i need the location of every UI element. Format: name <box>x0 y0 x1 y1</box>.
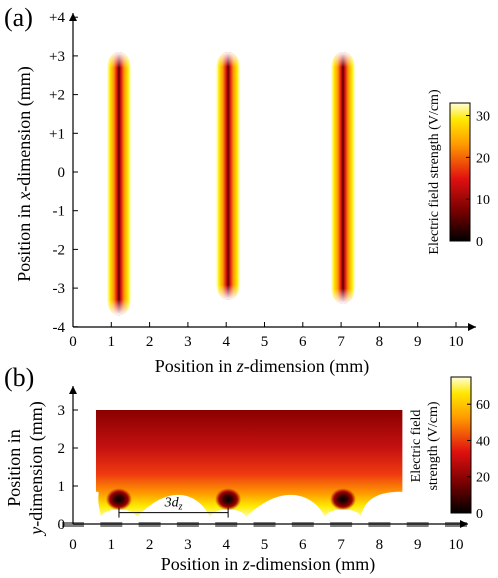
x-tick-label: 10 <box>449 334 464 350</box>
panel-a-colorbar-ticks: 0 10 20 30 <box>466 110 490 250</box>
panel-a-axes: 0 1 2 3 4 5 6 7 8 9 10 -4 -3 -2 -1 0 +1 +2 +3 +4 <box>49 10 476 350</box>
x-tick-label: 6 <box>299 334 307 350</box>
x-tick-label: 4 <box>222 334 230 350</box>
panel-b-plot-area: 3dz <box>62 410 467 527</box>
panel-b-axes: 0 1 2 3 4 5 6 7 8 9 10 0 1 2 3 <box>58 386 468 553</box>
dimension-label: 3dz <box>164 496 183 513</box>
y-tick-label: -1 <box>53 204 66 220</box>
x-axis-arrow <box>460 520 468 528</box>
colorbar-tick-label: 0 <box>476 507 483 522</box>
y-tick-label: +2 <box>49 88 65 104</box>
y-tick-label: 3 <box>58 403 66 419</box>
panel-b-colorbar-label-line2: strength (V/cm) <box>426 401 441 490</box>
x-axis-arrow <box>468 323 476 331</box>
x-tick-label: 7 <box>337 537 345 553</box>
x-tick-label: 0 <box>69 334 77 350</box>
x-tick-label: 8 <box>376 334 384 350</box>
y-tick-label: +3 <box>49 49 65 65</box>
panel-b-y-axis-label-line2: y-dimension (mm) <box>26 401 47 536</box>
y-tick-label: -3 <box>53 281 66 297</box>
hotspot-stripe-2 <box>216 52 241 300</box>
hotspot-1 <box>105 488 132 511</box>
panel-a-colorbar-label: Electric field strength (V/cm) <box>427 89 442 255</box>
panel-b-colorbar-label-line1: Electric field <box>409 410 424 483</box>
y-tick-label: +4 <box>49 10 65 26</box>
y-axis-arrow <box>69 386 77 394</box>
panel-a-label: (a) <box>4 3 33 32</box>
x-tick-label: 2 <box>146 537 154 553</box>
hotspot-stripe-fade <box>331 52 356 304</box>
y-tick-label: -2 <box>53 242 66 258</box>
hotspot-3 <box>330 488 357 511</box>
panel-a: (a) 0 1 2 3 4 5 6 7 8 9 10 -4 -3 -2 -1 0 +1 +2 +3 +4 Positi… <box>4 3 490 377</box>
colorbar-tick-label: 0 <box>476 235 483 250</box>
panel-b-colorbar-ticks: 0 20 40 60 <box>467 398 490 522</box>
hotspot-stripe-fade <box>216 52 241 300</box>
colorbar-tick-label: 30 <box>476 110 490 125</box>
x-tick-label: 9 <box>414 334 422 350</box>
x-tick-label: 5 <box>261 334 269 350</box>
y-tick-label: 1 <box>58 479 66 495</box>
panel-b-x-axis-label: Position in z-dimension (mm) <box>161 554 376 575</box>
spacing-annotation: 3dz <box>118 496 229 518</box>
x-tick-label: 6 <box>299 537 307 553</box>
hotspot-stripe-fade <box>106 52 131 316</box>
x-tick-label: 3 <box>184 537 192 553</box>
panel-b-y-axis-label-line1: Position in <box>4 429 24 507</box>
y-tick-label: 0 <box>58 165 66 181</box>
hotspot-stripe-1 <box>106 52 131 316</box>
y-tick-label: 2 <box>58 441 66 457</box>
colorbar-tick-label: 40 <box>476 434 490 449</box>
colorbar-tick-label: 20 <box>476 151 490 166</box>
x-tick-label: 8 <box>376 537 384 553</box>
x-tick-label: 2 <box>146 334 154 350</box>
panel-b-colorbar-gradient <box>450 376 472 514</box>
colorbar-tick-label: 60 <box>476 398 490 413</box>
x-tick-label: 1 <box>108 334 116 350</box>
x-tick-label: 1 <box>108 537 116 553</box>
x-tick-label: 10 <box>449 537 464 553</box>
hotspot-stripe-3 <box>331 52 356 304</box>
panel-a-colorbar: 0 10 20 30 Electric field strength (V/cm) <box>427 89 490 255</box>
y-tick-label: +1 <box>49 126 65 142</box>
panel-a-x-axis-label: Position in z-dimension (mm) <box>155 356 370 377</box>
panel-a-colorbar-gradient <box>449 102 471 242</box>
field-region <box>95 410 403 517</box>
x-tick-label: 5 <box>261 537 269 553</box>
x-tick-label: 9 <box>414 537 422 553</box>
y-tick-label: -4 <box>53 320 66 336</box>
colorbar-tick-label: 10 <box>476 193 490 208</box>
panel-b-colorbar: 0 20 40 60 Electric field strength (V/cm) <box>409 376 490 522</box>
x-tick-label: 3 <box>184 334 192 350</box>
y-tick-label: 0 <box>58 517 66 533</box>
panel-b: (b) 3dz 0 1 2 3 4 5 6 7 8 9 10 0 1 2 3 Position in z-d… <box>4 363 490 575</box>
x-tick-label: 0 <box>69 537 77 553</box>
panel-a-y-axis-label: Position in x-dimension (mm) <box>14 66 35 282</box>
colorbar-tick-label: 20 <box>476 471 490 486</box>
panel-b-label: (b) <box>4 363 34 392</box>
x-tick-label: 4 <box>222 537 230 553</box>
hotspot-2 <box>215 488 242 511</box>
x-tick-label: 7 <box>337 334 345 350</box>
panel-a-plot-area <box>106 52 356 316</box>
